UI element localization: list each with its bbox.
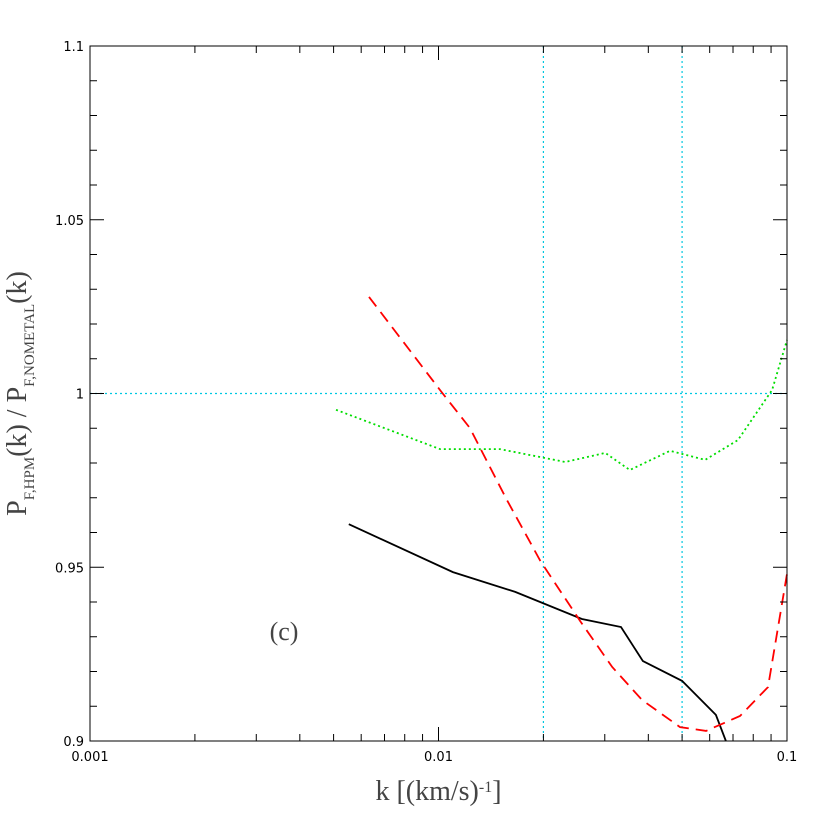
data-line	[335, 339, 788, 472]
data-line	[348, 523, 727, 742]
x-label-part: -1	[479, 779, 492, 796]
panel-label: (c)	[270, 617, 299, 646]
y-label-part: P	[2, 500, 33, 516]
y-label-part: F,HPM	[22, 457, 38, 500]
x-label-part: ]	[492, 776, 501, 807]
y-axis-label: PF,HPM(k) / PF,NOMETAL(k)	[2, 271, 38, 516]
y-tick-label: 1.1	[63, 40, 84, 55]
y-tick-label: 1	[76, 388, 84, 403]
y-tick-label: 1.05	[55, 214, 84, 229]
x-axis-label: k [(km/s)-1]	[375, 776, 501, 807]
x-tick-label: 0.1	[777, 750, 798, 765]
x-label-part: k [(km/s)	[375, 776, 478, 807]
y-tick-label: 0.9	[63, 735, 84, 750]
x-tick-label: 0.001	[71, 750, 108, 765]
x-tick-label: 0.01	[424, 750, 453, 765]
y-label-part: (k)	[2, 271, 33, 304]
data-line	[368, 296, 788, 732]
y-tick-label: 0.95	[55, 561, 84, 576]
y-label-part: F,NOMETAL	[22, 304, 38, 387]
y-label-part: (k) / P	[2, 387, 33, 457]
